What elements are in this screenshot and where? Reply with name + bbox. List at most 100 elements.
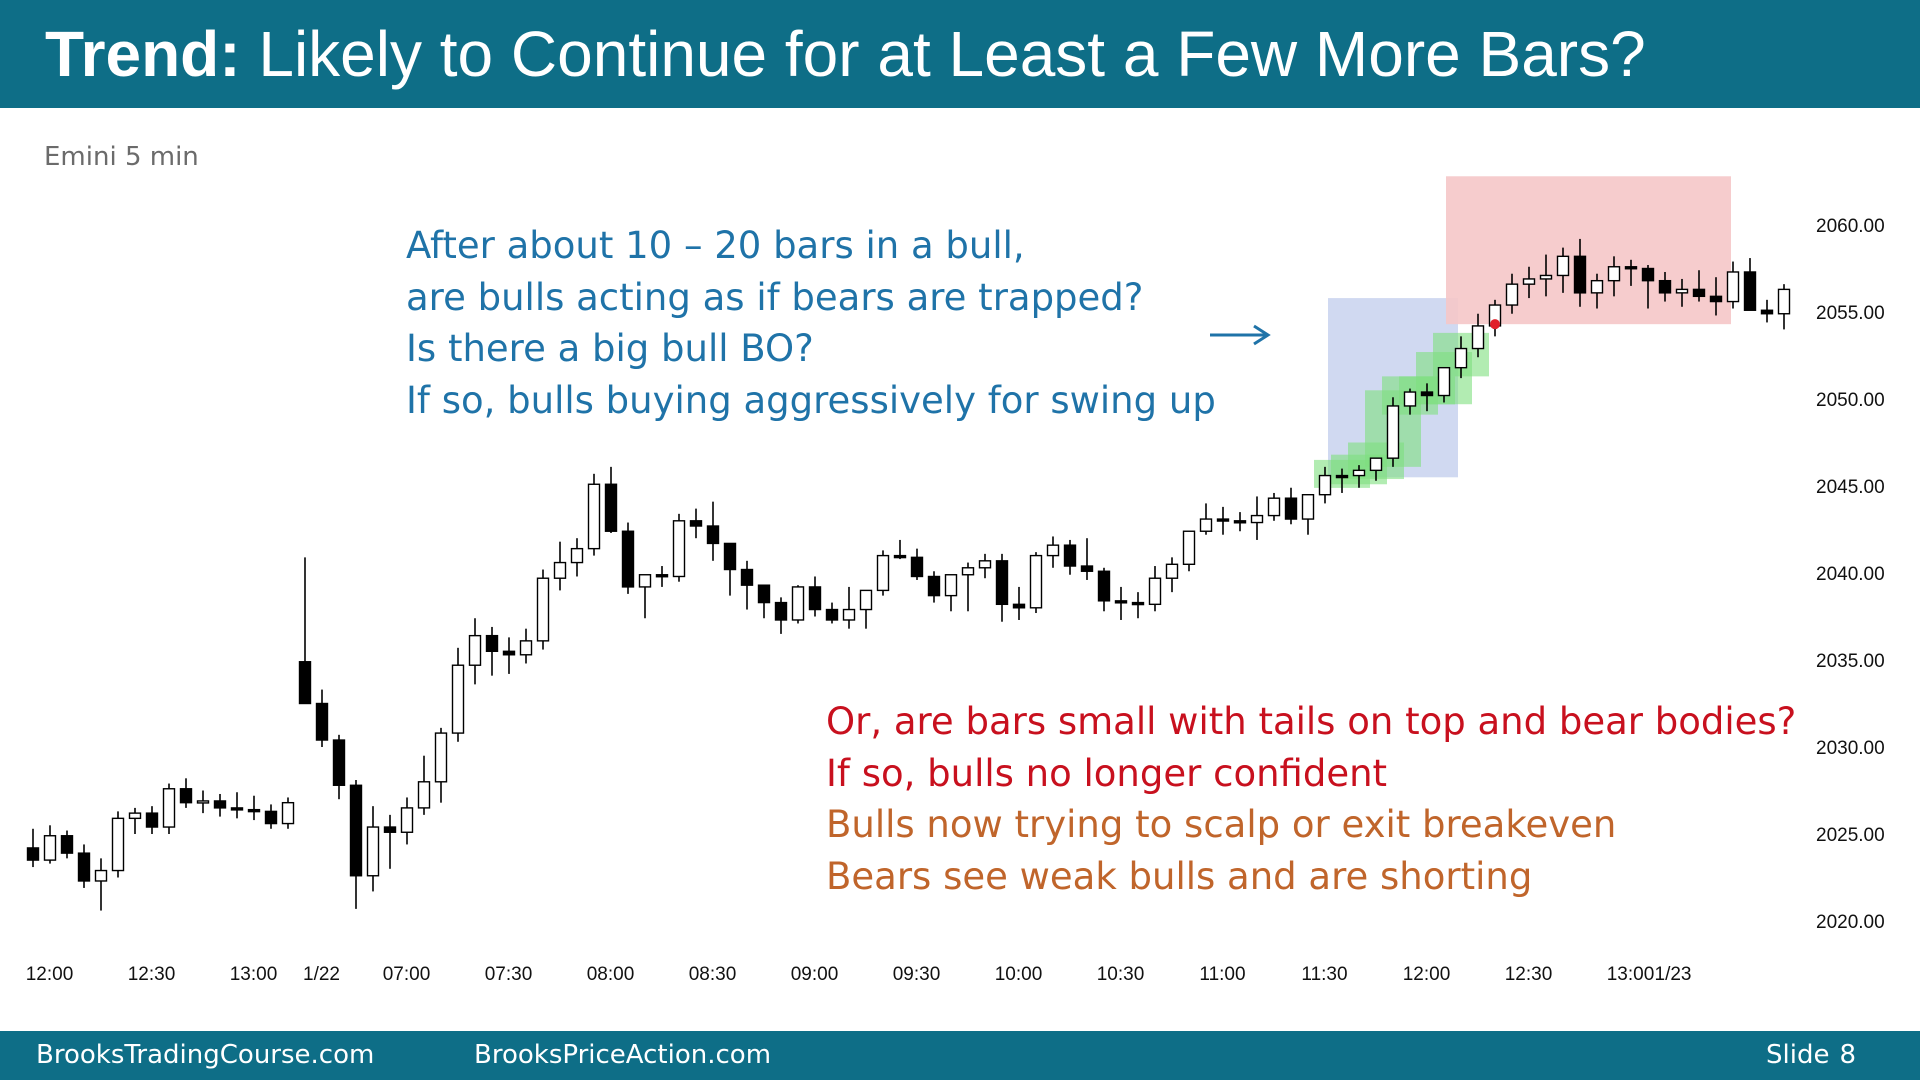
- candle-body: [655, 574, 669, 578]
- candle-body: [1437, 366, 1451, 397]
- candle-body: [281, 801, 295, 825]
- candle-body: [1454, 347, 1468, 369]
- candle-body: [196, 800, 210, 804]
- x-tick-label: 09:00: [791, 964, 839, 985]
- candle-body: [1692, 288, 1706, 298]
- candle-body: [315, 702, 329, 741]
- y-tick-label: 2030.00: [1816, 738, 1885, 759]
- candle-body: [400, 807, 414, 833]
- candle-body: [1080, 565, 1094, 572]
- candle-body: [26, 847, 40, 861]
- title-bar: Trend: Likely to Continue for at Least a…: [0, 0, 1920, 108]
- candle-body: [1216, 518, 1230, 522]
- blue-note-line: are bulls acting as if bears are trapped…: [406, 275, 1144, 319]
- candle-body: [1709, 295, 1723, 303]
- red-note-line: If so, bulls no longer confident: [826, 751, 1388, 795]
- candle-body: [1607, 266, 1621, 282]
- candle-body: [145, 812, 159, 828]
- candle-body: [723, 542, 737, 571]
- candle-body: [349, 784, 363, 877]
- candle-body: [247, 808, 261, 813]
- candle-body: [842, 608, 856, 621]
- candle-body: [672, 520, 686, 578]
- candle-body: [995, 560, 1009, 606]
- candle-body: [264, 810, 278, 825]
- orange-note-line: Bulls now trying to scalp or exit breake…: [826, 803, 1617, 846]
- x-tick-label: 08:00: [587, 964, 635, 985]
- candle-body: [213, 800, 227, 809]
- candle-body: [162, 788, 176, 828]
- candle-body: [502, 650, 516, 656]
- slide-label: Slide: [1766, 1040, 1830, 1070]
- candle-body: [1131, 601, 1145, 606]
- candle-body: [298, 661, 312, 705]
- candle-body: [961, 567, 975, 576]
- blue-note-line: Is there a big bull BO?: [406, 327, 814, 370]
- candle-body: [1641, 267, 1655, 282]
- candle-body: [570, 547, 584, 564]
- candle-body: [468, 634, 482, 666]
- chart-subtitle: Emini 5 min: [44, 142, 199, 172]
- candle-body: [128, 812, 142, 820]
- candle-body: [757, 584, 771, 604]
- candle-body: [808, 586, 822, 611]
- candle-body: [1539, 274, 1553, 280]
- x-tick-label: 10:00: [995, 964, 1043, 985]
- lower-note: Or, are bars small with tails on top and…: [826, 696, 1796, 902]
- y-tick-label: 2060.00: [1816, 216, 1885, 237]
- candle-body: [638, 574, 652, 588]
- candle-body: [1471, 325, 1485, 350]
- x-tick-label: 08:30: [689, 964, 737, 985]
- x-tick-label: 07:00: [383, 964, 431, 985]
- candle-body: [1777, 288, 1791, 315]
- candle-body: [587, 483, 601, 550]
- red-note-line: Or, are bars small with tails on top and…: [826, 700, 1797, 743]
- x-tick-label: 13:00: [230, 964, 278, 985]
- y-tick-label: 2040.00: [1816, 564, 1885, 585]
- candle-body: [1522, 278, 1536, 285]
- slide-number-value: 8: [1839, 1040, 1856, 1070]
- candle-body: [1573, 255, 1587, 294]
- candle-body: [910, 556, 924, 578]
- candle-body: [1624, 266, 1638, 270]
- candle-body: [1420, 391, 1434, 397]
- candle-body: [1590, 279, 1604, 294]
- candle-body: [706, 525, 720, 545]
- x-tick-label: 12:30: [128, 964, 176, 985]
- candle-body: [825, 608, 839, 621]
- candle-body: [1556, 255, 1570, 277]
- candle-body: [536, 577, 550, 642]
- candle-body: [604, 483, 618, 532]
- footer-middle-link[interactable]: BrooksPriceAction.com: [474, 1040, 772, 1070]
- y-tick-label: 2050.00: [1816, 390, 1885, 411]
- y-tick-label: 2020.00: [1816, 912, 1885, 933]
- x-tick-label: 12:30: [1505, 964, 1553, 985]
- candle-body: [417, 781, 431, 809]
- candle-body: [1267, 497, 1281, 517]
- y-tick-label: 2055.00: [1816, 303, 1885, 324]
- candle-body: [1199, 518, 1213, 532]
- candle-body: [332, 739, 346, 786]
- x-tick-label: 10:30: [1097, 964, 1145, 985]
- candle-body: [1233, 520, 1247, 524]
- candle-body: [1250, 514, 1264, 524]
- candle-body: [1148, 577, 1162, 606]
- y-tick-label: 2045.00: [1816, 477, 1885, 498]
- red-zone: [1446, 176, 1731, 325]
- candle-body: [1046, 544, 1060, 557]
- candle-body: [77, 852, 91, 882]
- candle-body: [553, 561, 567, 579]
- x-tick-label: 07:30: [485, 964, 533, 985]
- y-axis-ticks: 2060.00 2055.00 2050.00 2045.00 2040.00 2035.…: [1816, 216, 1885, 933]
- candle-body: [1675, 288, 1689, 294]
- x-tick-label: 12:00: [26, 964, 74, 985]
- footer-left-link[interactable]: BrooksTradingCourse.com: [36, 1040, 375, 1070]
- x-tick-label: 12:00: [1403, 964, 1451, 985]
- candle-body: [1505, 283, 1519, 306]
- candle-body: [1165, 563, 1179, 579]
- candle-body: [944, 574, 958, 597]
- candle-body: [485, 634, 499, 653]
- candle-body: [1318, 474, 1332, 496]
- candle-body: [1386, 405, 1400, 459]
- title-bold: Trend:: [45, 18, 241, 90]
